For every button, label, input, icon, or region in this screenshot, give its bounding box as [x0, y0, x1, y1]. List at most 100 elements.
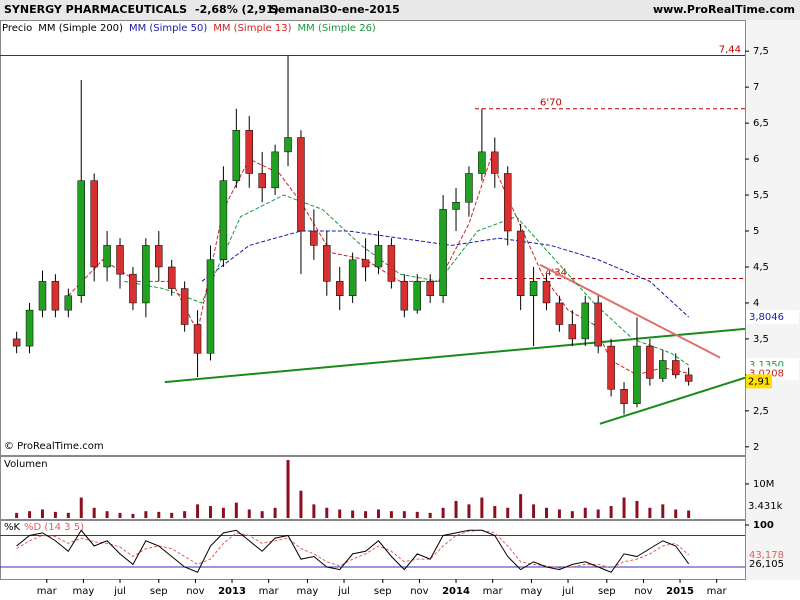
last-value-label: 3,8046 — [749, 312, 784, 323]
candle-body — [116, 245, 124, 275]
candle-body — [452, 201, 460, 210]
stoch-line — [16, 529, 689, 569]
candle-body — [439, 209, 447, 296]
candle-body — [426, 281, 434, 296]
candle-body — [180, 288, 189, 325]
candle-body — [568, 324, 577, 340]
close-label: 2,91 — [748, 376, 770, 387]
x-tick-label: nov — [634, 586, 652, 597]
y-tick-label: 7,5 — [753, 46, 769, 57]
header-bar — [0, 0, 800, 20]
candle-body — [400, 281, 409, 311]
last-value-box — [746, 309, 799, 324]
volume-bar — [415, 511, 419, 518]
volume-bar — [208, 506, 212, 518]
candle-body — [348, 259, 357, 296]
level-label: 6'70 — [540, 98, 562, 109]
period: Semanal — [270, 3, 323, 16]
candle-body — [193, 324, 202, 354]
candle-body — [258, 173, 266, 189]
volume-bar — [364, 511, 368, 518]
last-value-label: 3,0208 — [749, 368, 784, 379]
d-title: %D (14 3 5) — [24, 522, 84, 533]
level-label: 7,44 — [719, 44, 741, 55]
candle-body — [38, 281, 47, 311]
close-box — [746, 374, 772, 389]
panel — [0, 456, 746, 520]
moving-average — [67, 157, 689, 376]
candle-body — [646, 345, 654, 379]
volume-bar — [234, 502, 238, 518]
volume-bar — [480, 497, 484, 518]
volume-bar — [299, 490, 303, 518]
candle-body — [361, 259, 370, 268]
date: 30-ene-2015 — [322, 3, 400, 16]
moving-average — [201, 230, 689, 318]
volume-bar — [170, 512, 174, 518]
volume-bar — [687, 510, 691, 518]
volume-bar — [196, 504, 200, 518]
candle-body — [581, 302, 590, 340]
legend-entry: MM (Simple 200) — [38, 23, 123, 34]
candle-body — [51, 281, 60, 311]
volume-bar — [247, 509, 251, 518]
volume-bar — [609, 506, 613, 518]
candle-body — [25, 309, 34, 347]
candle-body — [607, 345, 615, 390]
y-tick-label: 6,5 — [753, 118, 769, 129]
candle-body — [271, 151, 279, 189]
candle-body — [90, 180, 98, 268]
volume-bar — [389, 511, 393, 518]
volume-bar — [661, 504, 665, 518]
volume-bar — [273, 507, 277, 518]
volume-bar — [570, 511, 574, 518]
candle-body — [413, 281, 422, 311]
candle-body — [284, 137, 292, 153]
candle-body — [323, 245, 331, 282]
last-value-label: 43,178 — [749, 550, 784, 561]
volume-bar — [40, 509, 44, 518]
candle-body — [297, 137, 305, 232]
volume-bar — [28, 511, 32, 518]
volume-bar — [66, 512, 70, 518]
k-title: %K — [4, 522, 21, 533]
candle-body — [155, 245, 163, 268]
volume-bar — [92, 507, 96, 518]
x-tick-label: mar — [483, 586, 504, 597]
x-tick-label: sep — [150, 586, 168, 597]
volume-bar — [557, 509, 561, 518]
volume-bar — [493, 506, 497, 518]
volume-title: Volumen — [4, 459, 48, 470]
candle-body — [64, 295, 73, 311]
panel — [0, 520, 746, 580]
y-tick-label: 100 — [753, 520, 774, 531]
trendline — [164, 327, 746, 384]
candle-body — [77, 180, 85, 296]
volume-bar — [221, 507, 225, 518]
candle-body — [206, 259, 215, 354]
x-tick-label: 2013 — [218, 586, 246, 597]
x-tick-label: 2015 — [666, 586, 694, 597]
volume-bar — [286, 460, 290, 518]
x-tick-label: 2014 — [442, 586, 470, 597]
volume-bar — [544, 507, 548, 518]
x-tick-label: jul — [113, 586, 126, 597]
legend-entry: MM (Simple 13) — [213, 23, 291, 34]
candle-body — [129, 273, 137, 304]
candle-body — [142, 245, 150, 304]
volume-bar — [338, 509, 342, 518]
y-tick-label: 10M — [753, 479, 774, 490]
y-tick-label: 4,5 — [753, 262, 769, 273]
volume-bar — [428, 512, 432, 518]
candle-body — [478, 151, 486, 174]
volume-bar — [144, 511, 148, 518]
trendline — [599, 376, 746, 425]
y-tick-label: 2,5 — [753, 406, 769, 417]
x-tick-label: nov — [410, 586, 428, 597]
volume-bar — [635, 500, 639, 518]
y-tick-label: 4 — [753, 298, 759, 309]
volume-bar — [183, 511, 187, 518]
x-tick-label: mar — [259, 586, 280, 597]
candle-body — [555, 302, 564, 325]
